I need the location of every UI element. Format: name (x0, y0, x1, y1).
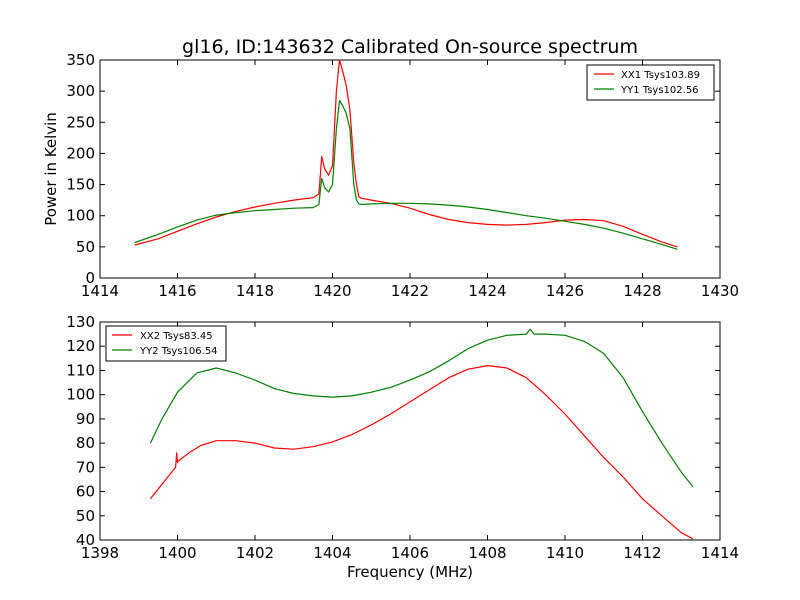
top-xtick-label: 1428 (623, 282, 661, 300)
bottom-xtick-label: 1400 (158, 544, 196, 562)
bottom-xtick-label: 1412 (623, 544, 661, 562)
top-xtick-label: 1424 (468, 282, 506, 300)
top-legend-label-yy1: YY1 Tsys102.56 (620, 85, 699, 96)
bottom-series-line-0 (149, 365, 694, 540)
top-xtick-label: 1416 (158, 282, 196, 300)
top-ytick-label: 350 (66, 51, 95, 69)
bottom-xtick-label: 1410 (546, 544, 584, 562)
top-legend-label-xx1: XX1 Tsys103.89 (621, 70, 700, 81)
top-xtick-label: 1430 (701, 282, 739, 300)
bottom-yticks: 40 50 60 70 80 90 100 110 120 130 (66, 313, 720, 549)
bottom-ytick-label: 110 (66, 361, 95, 379)
top-xtick-label: 1418 (236, 282, 274, 300)
top-yticks: 0 50 100 150 200 250 300 350 (66, 51, 720, 287)
bottom-legend-label-yy2: YY2 Tsys106.54 (139, 346, 218, 357)
bottom-ytick-label: 70 (76, 458, 95, 476)
bottom-legend-box (105, 325, 227, 362)
bottom-xtick-label: 1406 (391, 544, 429, 562)
top-ytick-label: 0 (85, 269, 95, 287)
bottom-xtick-label: 1408 (468, 544, 506, 562)
bottom-xtick-label: 1402 (236, 544, 274, 562)
top-series-line-0 (134, 59, 678, 248)
bottom-ytick-label: 80 (76, 434, 95, 452)
top-xtick-label: 1414 (81, 282, 119, 300)
top-legend-box (586, 64, 715, 101)
top-series (134, 59, 678, 250)
bottom-series (149, 328, 694, 540)
bottom-xtick-label: 1414 (701, 544, 739, 562)
top-ytick-label: 100 (66, 207, 95, 225)
bottom-xlabel: Frequency (MHz) (347, 563, 473, 581)
bottom-ytick-label: 90 (76, 410, 95, 428)
top-ylabel: Power in Kelvin (42, 112, 60, 226)
bottom-ytick-label: 40 (76, 531, 95, 549)
top-legend: XX1 Tsys103.89 YY1 Tsys102.56 (586, 64, 715, 101)
bottom-ytick-label: 130 (66, 313, 95, 331)
bottom-legend-label-xx2: XX2 Tsys83.45 (140, 331, 213, 342)
top-xtick-label: 1422 (391, 282, 429, 300)
bottom-plot: 1398 1400 1402 1404 1406 1408 1410 1412 1414 40 5… (66, 313, 739, 562)
top-ytick-label: 50 (76, 238, 95, 256)
top-ytick-label: 200 (66, 144, 95, 162)
bottom-ytick-label: 50 (76, 507, 95, 525)
bottom-xtick-label: 1404 (313, 544, 351, 562)
top-ytick-label: 300 (66, 82, 95, 100)
bottom-ytick-label: 60 (76, 483, 95, 501)
top-xtick-label: 1420 (313, 282, 351, 300)
top-series-line-1 (134, 99, 678, 250)
top-ytick-label: 250 (66, 113, 95, 131)
top-ytick-label: 150 (66, 176, 95, 194)
top-xtick-label: 1426 (546, 282, 584, 300)
top-plot: 1414 1416 1418 1420 1422 1424 1426 1428 1430 0 50… (66, 51, 739, 300)
chart-title: gl16, ID:143632 Calibrated On-source spe… (182, 36, 638, 58)
bottom-xtick-label: 1398 (81, 544, 119, 562)
bottom-ytick-label: 120 (66, 337, 95, 355)
bottom-series-line-1 (149, 328, 694, 488)
bottom-legend: XX2 Tsys83.45 YY2 Tsys106.54 (105, 325, 227, 362)
bottom-ytick-label: 100 (66, 386, 95, 404)
bottom-xticks: 1398 1400 1402 1404 1406 1408 1410 1412 1414 (81, 322, 739, 562)
top-xticks: 1414 1416 1418 1420 1422 1424 1426 1428 1430 (81, 60, 739, 300)
